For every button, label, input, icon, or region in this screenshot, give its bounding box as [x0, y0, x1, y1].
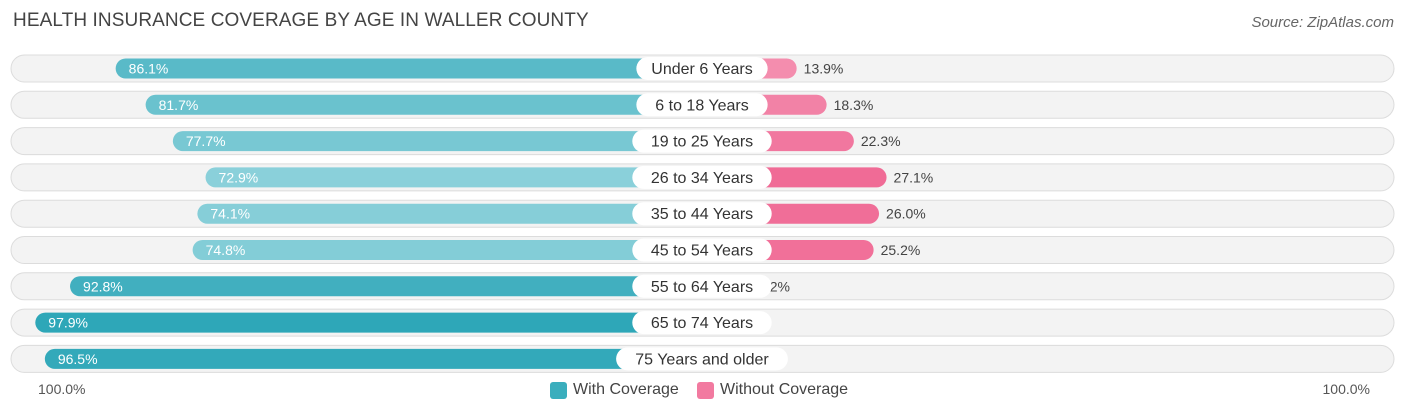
category-label: 45 to 54 Years [651, 243, 753, 260]
category-pill [632, 238, 772, 262]
legend-label-with-coverage: With Coverage [573, 381, 679, 398]
category-pill [616, 347, 788, 371]
category-label: 19 to 25 Years [651, 134, 753, 151]
value-label-with-coverage: 96.5% [58, 351, 98, 367]
bar-with-coverage [205, 167, 702, 188]
value-label-with-coverage: 72.9% [219, 169, 259, 185]
value-label-with-coverage: 97.9% [48, 315, 88, 331]
bar-with-coverage [35, 312, 702, 333]
value-label-with-coverage: 74.8% [206, 242, 246, 258]
category-label: 75 Years and older [635, 351, 769, 368]
value-label-without-coverage: 25.2% [881, 242, 921, 258]
category-label: 35 to 44 Years [651, 206, 753, 223]
bar-with-coverage [145, 94, 703, 115]
category-label: 26 to 34 Years [651, 170, 753, 187]
value-label-without-coverage: 13.9% [804, 61, 844, 77]
category-label: 65 to 74 Years [651, 315, 753, 332]
category-label: Under 6 Years [651, 61, 752, 78]
bar-with-coverage [192, 240, 702, 260]
value-label-without-coverage: 26.0% [886, 206, 926, 222]
axis-left-label: 100.0% [38, 381, 86, 397]
value-label-with-coverage: 86.1% [129, 61, 169, 77]
value-label-with-coverage: 81.7% [159, 97, 199, 113]
legend-swatch-without-coverage [697, 381, 714, 399]
legend-swatch-with-coverage [550, 381, 567, 399]
bar-with-coverage [197, 203, 702, 224]
category-pill [632, 311, 772, 335]
legend-item-with-coverage[interactable]: With Coverage [550, 381, 679, 399]
source-label: Source: ZipAtlas.com [1251, 14, 1394, 31]
bar-with-coverage [172, 131, 702, 152]
value-label-without-coverage: 27.1% [894, 169, 934, 185]
legend-item-without-coverage[interactable]: Without Coverage [697, 381, 848, 399]
category-label: 55 to 64 Years [651, 279, 753, 296]
category-pill [632, 165, 772, 189]
category-label: 6 to 18 Years [655, 97, 748, 114]
legend-label-without-coverage: Without Coverage [720, 381, 849, 398]
value-label-without-coverage: 22.3% [861, 133, 901, 149]
category-pill [636, 57, 768, 80]
category-pill [632, 129, 772, 153]
value-label-with-coverage: 74.1% [210, 206, 250, 222]
value-label-without-coverage: 18.3% [834, 97, 874, 113]
axis-right-label: 100.0% [1322, 381, 1370, 397]
value-label-with-coverage: 77.7% [186, 133, 226, 149]
category-pill [636, 93, 768, 117]
bar-with-coverage [115, 58, 702, 79]
chart-title: HEALTH INSURANCE COVERAGE BY AGE IN WALL… [13, 10, 589, 31]
bar-with-coverage [44, 348, 702, 369]
chart-canvas: 86.1% 13.9% Under 6 Years 81.7% 18.3% 6 to 18… [10, 54, 1395, 373]
bar-with-coverage [70, 276, 703, 297]
category-pill [632, 274, 772, 298]
value-label-with-coverage: 92.8% [83, 278, 123, 294]
category-pill [632, 202, 772, 226]
